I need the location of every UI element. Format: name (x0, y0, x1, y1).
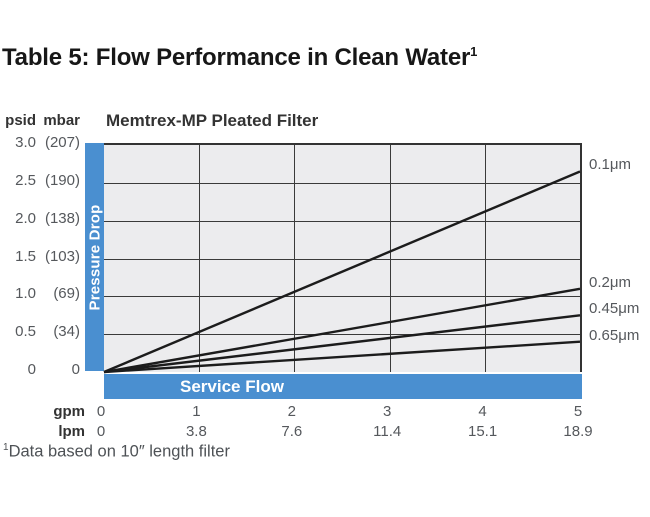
service-flow-axis-bar: Service Flow (104, 374, 582, 399)
x-tick-gpm: 1 (192, 403, 201, 420)
x-tick-lpm: 11.4 (373, 423, 402, 440)
footnote-marker: 1 (3, 442, 9, 453)
y-tick-mbar: 0 (71, 361, 80, 378)
footnote: 1Data based on 10″ length filter (3, 442, 230, 462)
page-title: Table 5: Flow Performance in Clean Water… (2, 44, 477, 72)
y-tick-psid: 3.0 (15, 134, 36, 151)
data-line-0.45um (103, 314, 581, 374)
horizontal-gridline (104, 258, 580, 260)
footnote-text: Data based on 10″ length filter (8, 442, 230, 461)
chart-title: Memtrex-MP Pleated Filter (106, 111, 319, 130)
y-tick-row: 0.5 (34) (2, 323, 80, 340)
x-tick-gpm: 0 (96, 403, 106, 420)
y-tick-mbar: (138) (44, 209, 80, 227)
series-label-0.2um: 0.2μm (589, 273, 631, 291)
y-tick-row: 3.0 (207) (2, 134, 80, 151)
y-tick-psid: 2.5 (15, 171, 36, 189)
x-tick-gpm: 4 (478, 403, 487, 420)
horizontal-gridline (104, 220, 580, 222)
y-axis-unit-psid: psid (5, 112, 36, 129)
y-tick-mbar: (34) (53, 323, 80, 341)
y-tick-mbar: (69) (53, 285, 80, 303)
y-tick-mbar: (103) (44, 247, 80, 265)
x-row-label-lpm: lpm (58, 423, 85, 440)
x-tick-gpm: 3 (383, 403, 392, 420)
pressure-drop-axis-bar: Pressure Drop (85, 143, 104, 371)
vertical-gridline (199, 145, 201, 372)
series-label-0.1um: 0.1μm (589, 156, 631, 174)
series-label-0.45um: 0.45μm (589, 300, 640, 318)
y-tick-row: 2.0 (138) (2, 210, 80, 227)
y-tick-psid: 1.5 (15, 247, 36, 265)
horizontal-gridline (104, 296, 580, 298)
horizontal-gridline (104, 182, 580, 184)
page-title-footnote-marker: 1 (470, 44, 478, 59)
data-line-0.1um (103, 170, 581, 374)
y-tick-mbar: (190) (44, 171, 80, 189)
y-axis-unit-headers: psid mbar (5, 112, 80, 129)
y-tick-psid: 0.5 (15, 323, 36, 341)
service-flow-axis-label: Service Flow (180, 376, 284, 396)
y-tick-mbar: (207) (44, 134, 80, 151)
x-tick-gpm: 2 (287, 403, 296, 420)
y-tick-psid: 0 (27, 361, 36, 378)
x-tick-lpm: 15.1 (467, 423, 498, 440)
vertical-gridline (389, 145, 391, 372)
horizontal-gridline (104, 334, 580, 336)
series-label-0.65um: 0.65μm (589, 326, 640, 344)
y-tick-row: 1.5 (103) (2, 248, 80, 265)
vertical-gridline (294, 145, 296, 372)
page-title-text: Table 5: Flow Performance in Clean Water (2, 44, 471, 71)
x-tick-lpm: 18.9 (563, 423, 593, 440)
x-tick-lpm: 3.8 (185, 423, 207, 440)
y-axis-unit-mbar: mbar (43, 112, 80, 129)
y-tick-psid: 1.0 (15, 285, 36, 303)
y-tick-psid: 2.0 (15, 209, 36, 227)
data-lines-layer (103, 170, 581, 374)
x-tick-lpm: 7.6 (281, 423, 303, 440)
x-tick-lpm: 0 (96, 423, 106, 440)
data-line-0.2um (103, 287, 581, 374)
y-tick-row: 2.5 (190) (2, 172, 80, 189)
data-line-0.65um (103, 340, 581, 374)
pressure-drop-axis-label: Pressure Drop (86, 204, 104, 310)
x-row-label-gpm: gpm (53, 403, 85, 420)
vertical-gridline (484, 145, 486, 372)
x-tick-gpm: 5 (573, 403, 583, 420)
plot-area (103, 143, 582, 374)
y-tick-row: 1.0 (69) (2, 285, 80, 302)
